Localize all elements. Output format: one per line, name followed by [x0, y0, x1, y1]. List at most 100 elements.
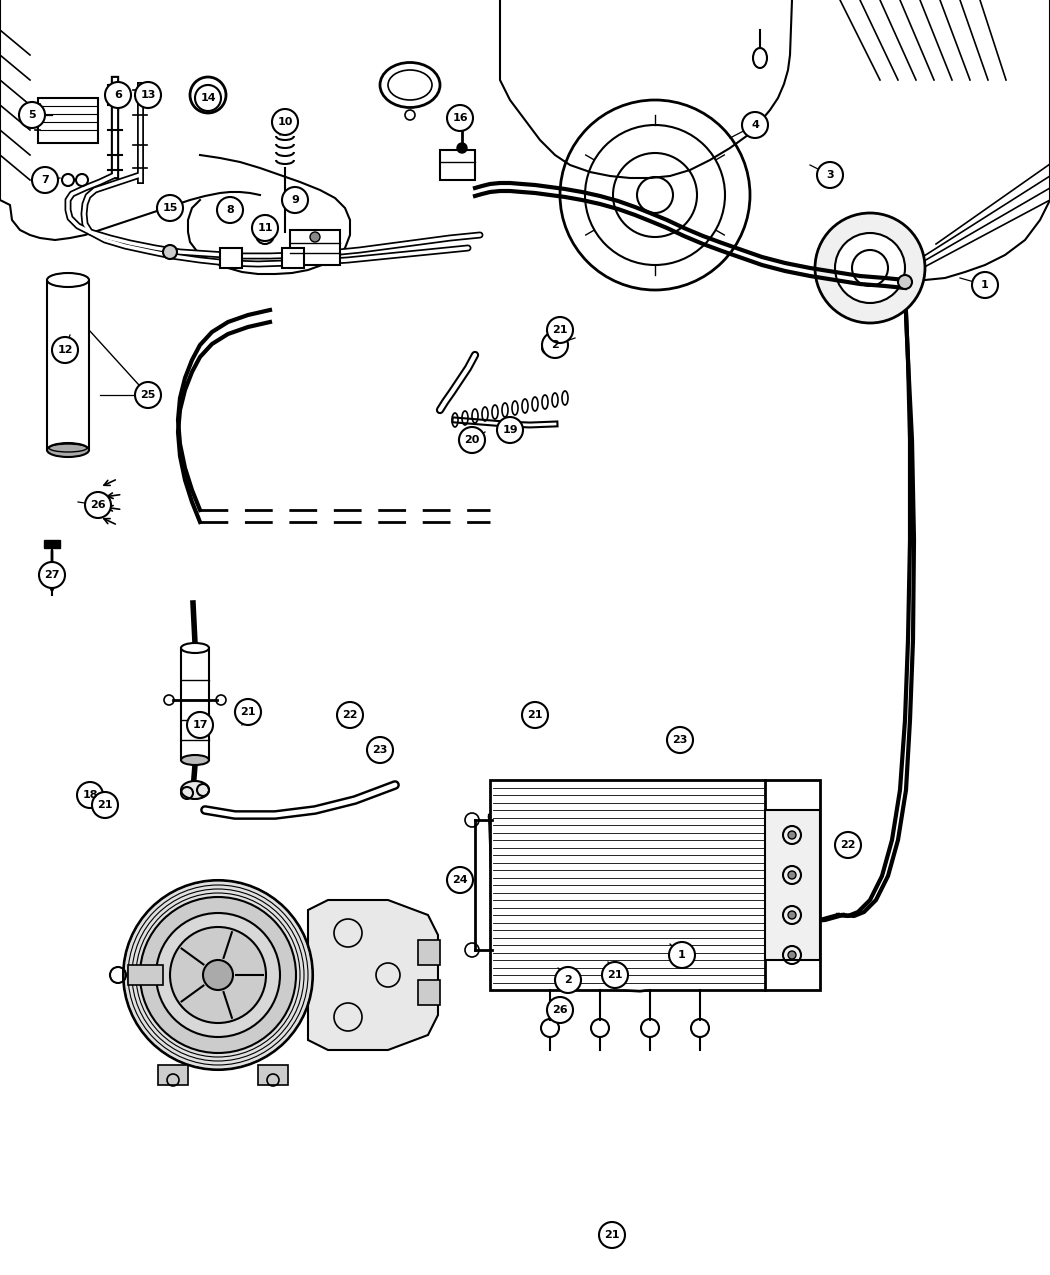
Ellipse shape	[181, 643, 209, 653]
Circle shape	[447, 867, 473, 892]
Circle shape	[835, 833, 861, 858]
Circle shape	[447, 105, 473, 131]
Circle shape	[77, 782, 103, 808]
Circle shape	[252, 215, 278, 241]
Bar	[47, 280, 89, 450]
Circle shape	[52, 337, 78, 363]
Circle shape	[545, 346, 551, 351]
Bar	[765, 810, 820, 960]
Text: 15: 15	[163, 203, 177, 213]
Circle shape	[85, 492, 111, 518]
Circle shape	[282, 187, 308, 213]
Circle shape	[19, 102, 45, 128]
Circle shape	[158, 195, 183, 221]
Bar	[44, 541, 60, 548]
Circle shape	[522, 703, 548, 728]
Bar	[490, 780, 820, 989]
Circle shape	[555, 966, 581, 993]
Ellipse shape	[181, 782, 209, 799]
Circle shape	[547, 997, 573, 1023]
Circle shape	[788, 951, 796, 959]
Circle shape	[310, 232, 320, 242]
Text: 16: 16	[453, 113, 468, 122]
Circle shape	[559, 326, 565, 333]
Text: 7: 7	[41, 175, 49, 185]
Text: 22: 22	[342, 710, 358, 720]
Bar	[418, 980, 440, 1005]
Circle shape	[123, 880, 313, 1070]
Circle shape	[135, 382, 161, 408]
Circle shape	[195, 85, 220, 111]
Ellipse shape	[181, 755, 209, 765]
Circle shape	[135, 82, 161, 108]
Circle shape	[459, 427, 485, 453]
Text: 19: 19	[502, 425, 518, 435]
Circle shape	[272, 108, 298, 135]
Circle shape	[32, 167, 58, 193]
Text: 14: 14	[201, 93, 216, 103]
Circle shape	[92, 792, 118, 819]
Circle shape	[457, 143, 467, 153]
Text: 23: 23	[672, 734, 688, 745]
Text: 21: 21	[607, 970, 623, 980]
Text: 21: 21	[552, 325, 568, 335]
Text: 21: 21	[98, 799, 112, 810]
Bar	[258, 1065, 288, 1085]
Text: 27: 27	[44, 570, 60, 580]
Circle shape	[898, 275, 912, 289]
Bar	[128, 965, 163, 986]
Bar	[440, 150, 475, 180]
Text: 2: 2	[551, 340, 559, 351]
Circle shape	[815, 213, 925, 323]
Text: 13: 13	[141, 91, 155, 99]
Text: 10: 10	[277, 117, 293, 128]
Circle shape	[163, 245, 177, 259]
Circle shape	[598, 1221, 625, 1248]
Circle shape	[337, 703, 363, 728]
Circle shape	[203, 960, 233, 989]
Text: 20: 20	[464, 435, 480, 445]
Circle shape	[669, 942, 695, 968]
Text: 22: 22	[840, 840, 856, 850]
Circle shape	[972, 272, 998, 298]
Text: 1: 1	[981, 280, 989, 289]
Bar	[282, 249, 304, 268]
Circle shape	[569, 975, 575, 980]
Circle shape	[368, 737, 393, 762]
Text: 26: 26	[90, 500, 106, 510]
Bar	[290, 230, 340, 265]
Circle shape	[187, 711, 213, 738]
Circle shape	[742, 112, 768, 138]
Text: 5: 5	[28, 110, 36, 120]
Circle shape	[497, 417, 523, 442]
Circle shape	[140, 898, 296, 1053]
Text: 3: 3	[826, 170, 834, 180]
Circle shape	[788, 871, 796, 878]
Text: 4: 4	[751, 120, 759, 130]
Ellipse shape	[47, 273, 89, 287]
Circle shape	[105, 82, 131, 108]
Circle shape	[156, 913, 280, 1037]
Polygon shape	[308, 900, 438, 1051]
Bar	[158, 1065, 188, 1085]
Text: 26: 26	[552, 1005, 568, 1015]
Circle shape	[170, 927, 266, 1023]
Circle shape	[788, 831, 796, 839]
Text: 2: 2	[564, 975, 572, 986]
Text: 23: 23	[373, 745, 387, 755]
Text: 21: 21	[604, 1230, 620, 1241]
Bar	[418, 940, 440, 965]
Text: 17: 17	[192, 720, 208, 731]
Circle shape	[217, 198, 243, 223]
Circle shape	[235, 699, 261, 725]
Ellipse shape	[47, 442, 89, 456]
Text: 9: 9	[291, 195, 299, 205]
Text: 24: 24	[453, 875, 468, 885]
Text: 11: 11	[257, 223, 273, 233]
Circle shape	[39, 562, 65, 588]
Circle shape	[547, 317, 573, 343]
Text: 25: 25	[141, 390, 155, 400]
Circle shape	[788, 912, 796, 919]
Bar	[181, 648, 209, 760]
Circle shape	[835, 233, 905, 303]
